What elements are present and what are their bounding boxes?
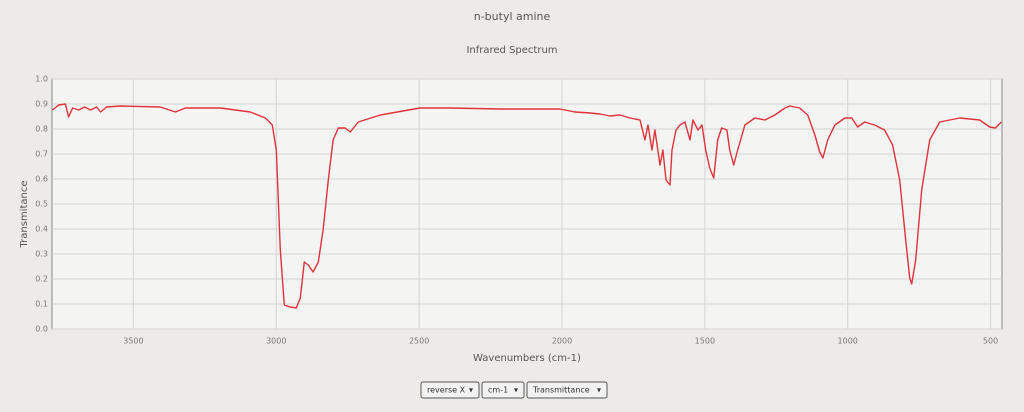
y-tick-label: 0.0	[35, 325, 48, 334]
select-label[interactable]: cm-1	[488, 386, 508, 395]
y-tick-label: 0.8	[35, 125, 48, 134]
x-tick-label: 500	[983, 337, 998, 346]
y-axis-label: Transmitance	[19, 181, 30, 249]
x-tick-label: 2000	[552, 337, 572, 346]
y-tick-label: 0.1	[35, 300, 48, 309]
select-label[interactable]: Transmittance	[532, 386, 590, 395]
x-tick-label: 3000	[266, 337, 286, 346]
x-axis-label: Wavenumbers (cm-1)	[473, 353, 581, 364]
select-arrow[interactable]: ▾	[469, 386, 473, 395]
plot: 0.0 0.1 0.2 0.3 0.4 0.5 0.6 0.7 0.8 0.9 1.0 3500 300…	[35, 75, 1002, 346]
x-tick-label: 1000	[838, 337, 858, 346]
x-tick-label: 1500	[695, 337, 715, 346]
select-label[interactable]: reverse X	[427, 386, 466, 395]
select[interactable]	[526, 381, 608, 399]
y-tick-label: 0.3	[35, 250, 48, 259]
y-tick-label: 0.9	[35, 100, 48, 109]
select[interactable]	[420, 381, 480, 399]
select[interactable]	[481, 381, 525, 399]
y-tick-label: 0.5	[35, 200, 48, 209]
chart-title: n-butyl amine	[474, 10, 551, 23]
x-tick-label: 3500	[123, 337, 143, 346]
y-tick-label: 0.7	[35, 150, 48, 159]
y-tick-label: 0.2	[35, 275, 48, 284]
select-arrow[interactable]: ▾	[597, 386, 601, 395]
y-tick-label: 0.4	[35, 225, 48, 234]
select-arrow[interactable]: ▾	[514, 386, 518, 395]
chart-subtitle: Infrared Spectrum	[466, 45, 557, 56]
controls: reverse X ▾ cm-1 ▾ Transmittance ▾	[420, 381, 608, 399]
spectrum-line	[52, 103, 1002, 309]
y-tick-label: 1.0	[35, 75, 48, 84]
x-tick-label: 2500	[409, 337, 429, 346]
y-tick-label: 0.6	[35, 175, 48, 184]
